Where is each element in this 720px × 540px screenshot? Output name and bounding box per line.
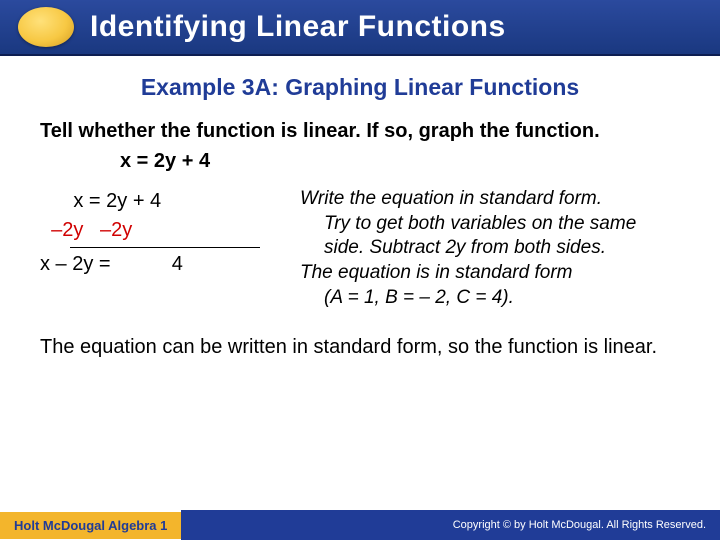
page-title: Identifying Linear Functions [90, 10, 506, 44]
work-steps: x = 2y + 4 –2y –2y x – 2y = 4 [40, 187, 300, 279]
footer: Holt McDougal Algebra 1 Copyright © by H… [0, 510, 720, 540]
instruction-text: Tell whether the function is linear. If … [40, 119, 680, 144]
explain-p4: (A = 1, B = – 2, C = 4). [300, 286, 680, 311]
work-line-2: –2y –2y [40, 216, 300, 245]
example-subtitle: Example 3A: Graphing Linear Functions [40, 74, 680, 101]
work-row: x = 2y + 4 –2y –2y x – 2y = 4 Write the … [40, 187, 680, 310]
given-equation: x = 2y + 4 [120, 150, 680, 173]
footer-copyright: Copyright © by Holt McDougal. All Rights… [181, 510, 720, 540]
conclusion-text: The equation can be written in standard … [40, 334, 680, 360]
globe-icon [18, 7, 74, 47]
header-bar: Identifying Linear Functions [0, 0, 720, 56]
work-line-1: x = 2y + 4 [40, 187, 300, 216]
explain-p1: Write the equation in standard form. [300, 187, 680, 212]
work-line-3: x – 2y = 4 [40, 250, 300, 279]
footer-book: Holt McDougal Algebra 1 [0, 512, 181, 539]
explanation: Write the equation in standard form. Try… [300, 187, 680, 310]
work-rule [70, 247, 260, 248]
explain-p2: Try to get both variables on the same si… [300, 212, 680, 261]
explain-p3: The equation is in standard form [300, 261, 680, 286]
content-area: Example 3A: Graphing Linear Functions Te… [0, 56, 720, 360]
